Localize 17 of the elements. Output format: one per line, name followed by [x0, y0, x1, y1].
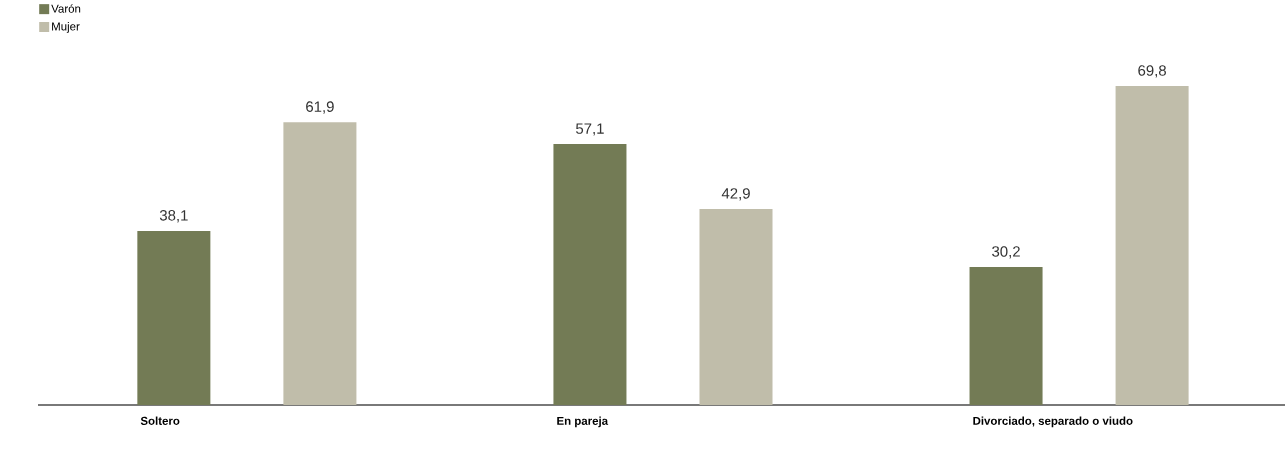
x-tick-label: Divorciado, separado o viudo: [973, 416, 1133, 428]
bar: [137, 230, 211, 405]
bar: [969, 267, 1043, 405]
data-label: 57,1: [576, 123, 604, 136]
x-tick-label: En pareja: [557, 416, 609, 428]
data-label: 69,8: [1138, 65, 1166, 78]
legend-label: Varón: [51, 4, 81, 13]
bar: [1115, 86, 1189, 405]
data-label: 61,9: [306, 101, 334, 114]
data-label: 30,2: [992, 246, 1020, 259]
bar: [699, 209, 773, 405]
data-label: 42,9: [721, 188, 750, 201]
x-tick-label: Soltero: [140, 416, 180, 425]
bar: [553, 144, 627, 405]
bar: [283, 122, 357, 405]
data-label: 38,1: [159, 210, 188, 223]
legend-label: Mujer: [52, 22, 80, 33]
